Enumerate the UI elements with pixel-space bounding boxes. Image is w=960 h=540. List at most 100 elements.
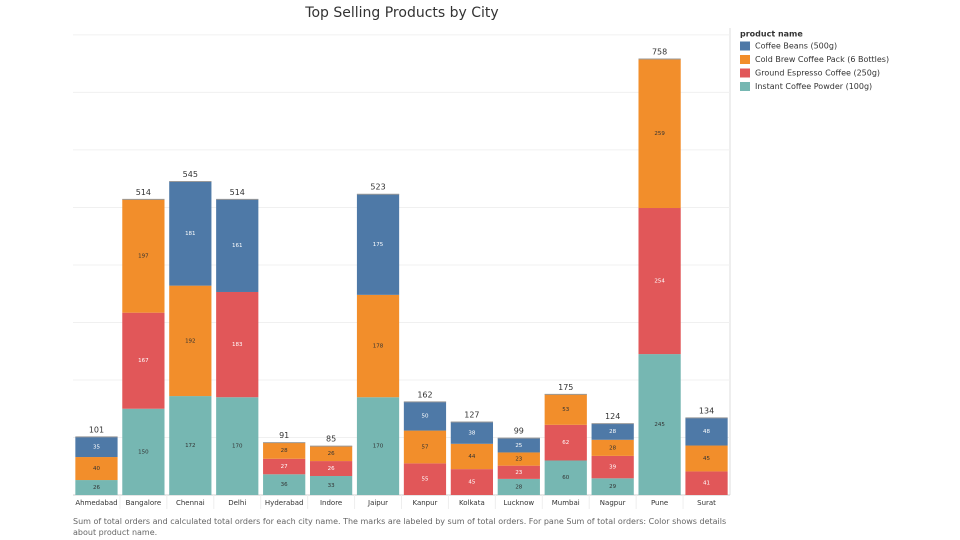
total-label: 758 — [652, 48, 667, 57]
x-tick-label: Jaipur — [367, 499, 388, 507]
segment-label: 178 — [373, 344, 384, 350]
segment-label: 172 — [185, 443, 196, 449]
segment-label: 197 — [138, 254, 149, 260]
bar-segment — [403, 463, 447, 495]
segment-label: 26 — [93, 485, 100, 491]
bar-segment — [356, 294, 400, 398]
segment-label: 60 — [562, 475, 569, 481]
segment-label: 62 — [562, 440, 569, 446]
x-tick-label: Delhi — [228, 499, 246, 507]
segment-label: 25 — [515, 443, 522, 449]
segment-label: 167 — [138, 358, 149, 364]
legend-swatch — [740, 55, 750, 64]
legend-swatch — [740, 41, 750, 51]
bar-segment — [497, 452, 540, 466]
segment-label: 28 — [609, 429, 616, 435]
bar-segment — [169, 181, 212, 286]
x-tick-label: Pune — [651, 499, 668, 507]
segment-label: 45 — [703, 456, 710, 462]
legend-swatch — [740, 82, 750, 91]
segment-label: 26 — [328, 466, 335, 472]
bar-segment — [169, 285, 212, 397]
total-label: 91 — [279, 431, 289, 440]
bar-segment — [263, 442, 306, 459]
bar-segment — [685, 417, 728, 446]
caption: Sum of total orders and calculated total… — [73, 517, 727, 537]
total-label: 99 — [514, 427, 524, 436]
segment-label: 28 — [281, 448, 288, 454]
total-label: 101 — [89, 425, 104, 434]
total-label: 124 — [605, 412, 620, 421]
bar-segment — [403, 430, 447, 464]
bar-segment — [309, 461, 353, 477]
segment-label: 35 — [93, 444, 100, 450]
bar-segment — [638, 354, 681, 495]
bar-segment — [263, 474, 306, 495]
bar-segment — [356, 194, 400, 295]
bar-segment — [450, 469, 494, 495]
segment-label: 259 — [654, 131, 665, 137]
bar-segment — [497, 478, 540, 495]
segment-label: 48 — [703, 429, 710, 435]
segment-label: 29 — [609, 484, 616, 490]
legend-label: Cold Brew Coffee Pack (6 Bottles) — [755, 55, 889, 64]
bar-segment — [122, 312, 165, 409]
segment-label: 45 — [468, 480, 475, 486]
bar-segment — [75, 480, 118, 495]
bar-segment — [591, 423, 634, 440]
bar-segment — [591, 439, 634, 456]
segment-label: 245 — [654, 422, 665, 428]
segment-label: 44 — [468, 454, 475, 460]
bar-segment — [216, 397, 259, 495]
bar-segment — [403, 401, 447, 431]
x-tick-label: Mumbai — [552, 499, 580, 507]
segment-label: 55 — [421, 477, 428, 483]
x-tick-label: Kolkata — [459, 499, 485, 507]
segment-label: 40 — [93, 466, 100, 472]
bar-segment — [309, 446, 353, 462]
bar-segment — [75, 457, 118, 481]
legend-label: Instant Coffee Powder (100g) — [755, 82, 872, 91]
segment-label: 150 — [138, 449, 149, 455]
total-label: 514 — [136, 188, 151, 197]
total-label: 134 — [699, 406, 714, 415]
total-label: 127 — [464, 410, 479, 419]
segment-label: 36 — [281, 482, 288, 488]
legend-label: Ground Espresso Coffee (250g) — [755, 69, 880, 78]
x-tick-label: Indore — [320, 499, 342, 507]
segment-label: 39 — [609, 465, 616, 471]
segment-label: 181 — [185, 231, 196, 237]
segment-label: 192 — [185, 338, 196, 344]
bar-segment — [356, 397, 400, 495]
bar-segment — [685, 471, 728, 495]
total-label: 175 — [558, 383, 573, 392]
bar-segment — [685, 445, 728, 472]
legend-label: Coffee Beans (500g) — [755, 42, 837, 51]
total-label: 514 — [230, 188, 245, 197]
segment-label: 57 — [421, 444, 428, 450]
bar-segment — [544, 460, 587, 495]
bar-segment — [497, 465, 540, 479]
segment-label: 23 — [515, 457, 522, 463]
x-tick-label: Kanpur — [412, 499, 437, 507]
segment-label: 23 — [515, 470, 522, 476]
x-tick-label: Bangalore — [126, 499, 162, 507]
x-tick-label: Lucknow — [504, 499, 535, 507]
total-label: 162 — [417, 390, 432, 399]
segment-label: 26 — [328, 451, 335, 457]
total-label: 545 — [183, 170, 198, 179]
segment-label: 170 — [373, 444, 384, 450]
bar-segment — [169, 396, 212, 495]
segment-label: 161 — [232, 243, 243, 249]
segment-label: 41 — [703, 481, 710, 487]
x-tick-label: Nagpur — [600, 499, 626, 507]
x-tick-label: Hyderabad — [265, 499, 304, 507]
segment-label: 50 — [421, 414, 428, 420]
legend-swatch — [740, 68, 750, 78]
bar-segment — [544, 394, 587, 425]
bar-segment — [591, 455, 634, 479]
segment-label: 28 — [515, 484, 522, 490]
chart-title: Top Selling Products by City — [304, 5, 498, 21]
segment-label: 183 — [232, 342, 243, 348]
